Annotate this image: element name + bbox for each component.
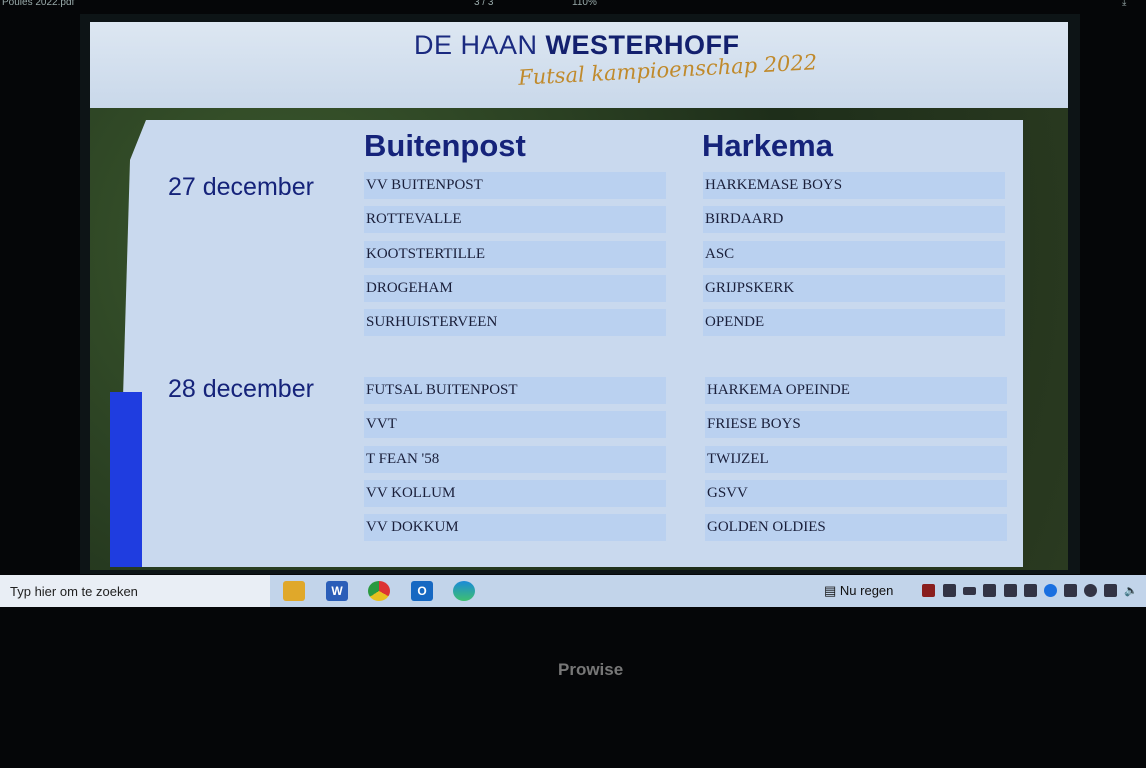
- team-row: T FEAN '58: [364, 445, 666, 473]
- team-row: TWIJZEL: [705, 445, 1007, 473]
- volume-icon[interactable]: 🔈: [1124, 585, 1138, 597]
- document-header: [90, 22, 1068, 108]
- weather-widget[interactable]: ▤ Nu regen: [824, 583, 894, 598]
- taskbar: Typ hier om te zoeken W O ▤ Nu regen 🔈: [0, 575, 1146, 607]
- outlook-icon[interactable]: O: [411, 581, 433, 601]
- edge-icon[interactable]: [453, 581, 475, 601]
- team-row: SURHUISTERVEEN: [364, 309, 666, 337]
- team-row: ROTTEVALLE: [364, 206, 666, 234]
- date-label: 28 december: [168, 375, 314, 403]
- battery-icon[interactable]: [963, 587, 976, 595]
- team-row: KOOTSTERTILLE: [364, 240, 666, 268]
- team-row: GOLDEN OLDIES: [705, 514, 1007, 542]
- usb-icon[interactable]: [1024, 584, 1037, 597]
- team-row: HARKEMA OPEINDE: [705, 377, 1007, 404]
- download-icon[interactable]: ⤓: [1122, 0, 1127, 8]
- team-row: ASC: [703, 240, 1005, 268]
- team-row: HARKEMASE BOYS: [703, 172, 1005, 199]
- team-row: FUTSAL BUITENPOST: [364, 377, 666, 404]
- bezel-logo: Prowise: [558, 660, 624, 679]
- team-row: VV DOKKUM: [364, 514, 666, 542]
- network-icon[interactable]: [1084, 584, 1097, 597]
- word-icon[interactable]: W: [326, 581, 348, 601]
- team-row: GSVV: [705, 479, 1007, 507]
- date-label: 27 december: [168, 173, 314, 201]
- team-row: VV BUITENPOST: [364, 172, 666, 199]
- chrome-icon[interactable]: [368, 581, 390, 601]
- decorative-strip: [110, 392, 142, 567]
- file-explorer-icon[interactable]: [283, 581, 305, 601]
- team-row: GRIJPSKERK: [703, 274, 1005, 302]
- brand-logo: DE HAAN WESTERHOFF: [414, 30, 740, 60]
- tray-app-icon[interactable]: [983, 584, 996, 597]
- team-row: DROGEHAM: [364, 274, 666, 302]
- team-row: FRIESE BOYS: [705, 411, 1007, 439]
- team-row: VVT: [364, 411, 666, 439]
- team-row: BIRDAARD: [703, 206, 1005, 234]
- tray-app-icon[interactable]: [1104, 584, 1117, 597]
- team-row: VV KOLLUM: [364, 479, 666, 507]
- column-title-harkema: Harkema: [702, 128, 833, 163]
- page-indicator[interactable]: 3 / 3: [474, 0, 494, 8]
- column-title-buitenpost: Buitenpost: [364, 128, 526, 163]
- bluetooth-icon[interactable]: [1044, 584, 1057, 597]
- security-icon[interactable]: [1064, 584, 1077, 597]
- zoom-level[interactable]: 110%: [572, 0, 597, 8]
- team-row: OPENDE: [703, 309, 1005, 337]
- tray-app-icon[interactable]: [943, 584, 956, 597]
- filename: Poules 2022.pdf: [2, 0, 75, 8]
- tray-app-icon[interactable]: [922, 584, 935, 597]
- pdf-toolbar: Poules 2022.pdf 3 / 3 110% ⤓: [0, 0, 1146, 14]
- meet-icon[interactable]: [1004, 584, 1017, 597]
- search-input[interactable]: Typ hier om te zoeken: [0, 575, 270, 607]
